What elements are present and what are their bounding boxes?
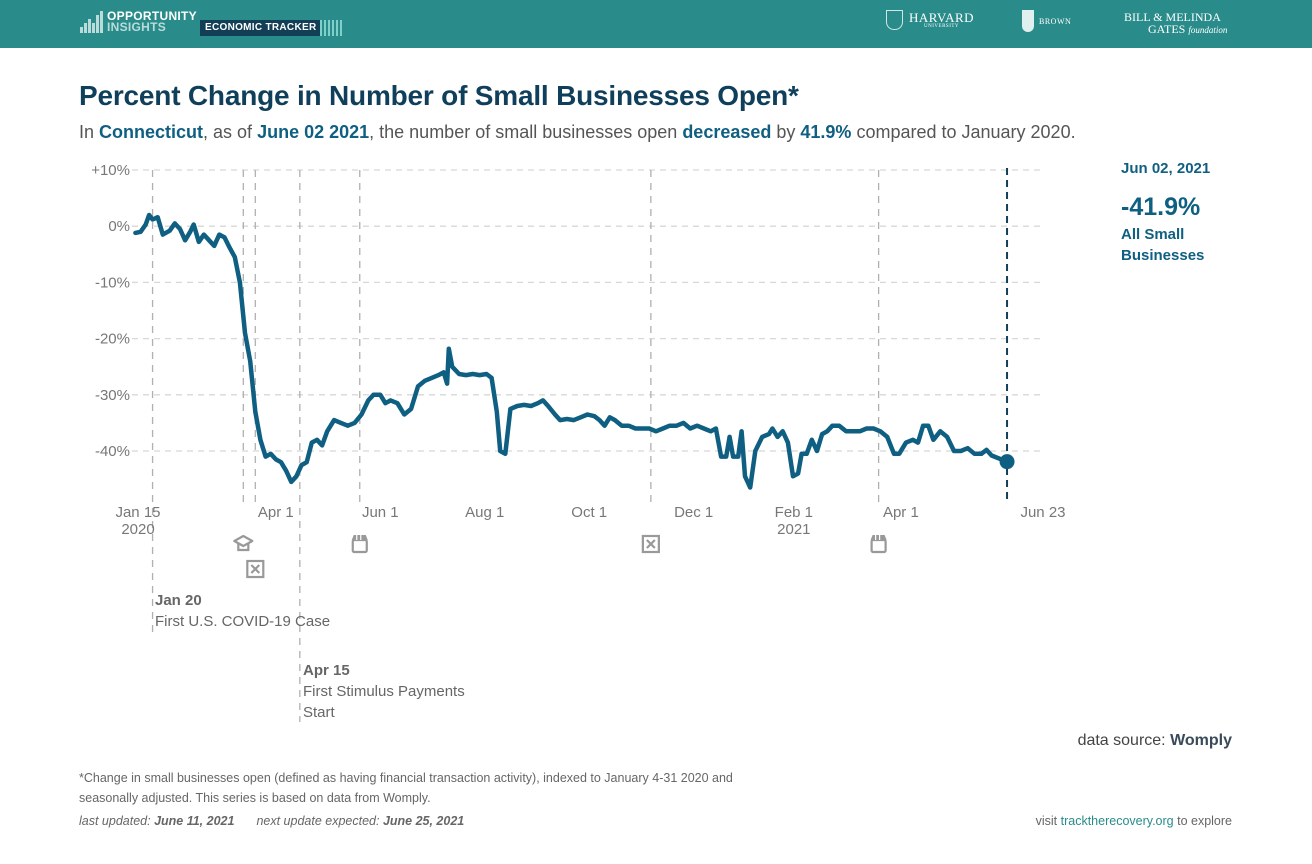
update-info: last updated: June 11, 2021 next update e… xyxy=(79,814,464,828)
reopening-store-icon xyxy=(351,535,368,554)
gates-foundation-word: foundation xyxy=(1188,25,1228,35)
current-value-callout: Jun 02, 2021 -41.9% All Small Businesses xyxy=(1121,160,1221,266)
change-direction: decreased xyxy=(682,122,772,142)
harvard-logo[interactable]: HARVARD UNIVERSITY xyxy=(886,10,974,30)
series-line-all-small-businesses xyxy=(133,212,1010,490)
subtitle-text: by xyxy=(771,122,801,142)
callout-value: -41.9% xyxy=(1121,193,1201,221)
economic-tracker-badge[interactable]: ECONOMIC TRACKER xyxy=(200,20,322,36)
callout-date: Jun 02, 2021 xyxy=(1121,160,1211,177)
logo-line-1: OPPORTUNITY xyxy=(107,9,197,23)
y-tick-label: -40% xyxy=(95,443,130,460)
top-bar: OPPORTUNITY INSIGHTS ECONOMIC TRACKER HA… xyxy=(0,0,1312,48)
box xyxy=(641,534,660,554)
awning xyxy=(870,535,887,540)
store-body xyxy=(870,538,887,554)
event-text: First U.S. COVID-19 Case xyxy=(155,613,331,630)
logo-line-2: INSIGHTS xyxy=(107,20,167,34)
policy-icons xyxy=(233,534,887,579)
x-tick-label: Apr 1 xyxy=(883,504,919,521)
reopening-store-icon xyxy=(870,535,887,554)
tracktherecovery-link[interactable]: tracktherecovery.org xyxy=(1060,814,1174,828)
grid xyxy=(132,169,1043,452)
y-axis: +10% 0% -10% -20% -30% -40% xyxy=(91,162,130,460)
opportunity-insights-logo[interactable]: OPPORTUNITY INSIGHTS xyxy=(80,9,197,34)
y-tick-label: -20% xyxy=(95,331,130,348)
subtitle-text: , the number of small businesses open xyxy=(369,122,683,142)
subtitle-text: , as of xyxy=(203,122,258,142)
y-tick-label: -30% xyxy=(95,387,130,404)
stay-at-home-icon xyxy=(641,534,660,554)
event-date: Jan 20 xyxy=(155,592,202,609)
school-closure-icon xyxy=(233,534,254,552)
data-source-name: Womply xyxy=(1170,732,1232,749)
x-tick-label: Feb 1 xyxy=(775,504,813,521)
footnote: *Change in small businesses open (define… xyxy=(79,771,733,805)
stay-at-home-icon xyxy=(246,559,265,579)
location-name[interactable]: Connecticut xyxy=(99,122,204,142)
cross xyxy=(646,539,656,549)
harvard-name: HARVARD xyxy=(909,10,975,25)
y-tick-label: -10% xyxy=(95,274,130,291)
x-tick-label: Oct 1 xyxy=(571,504,607,521)
brown-shield-icon xyxy=(1022,10,1034,32)
series xyxy=(133,212,1015,490)
x-tick-sublabel: 2020 xyxy=(121,521,154,538)
event-date: Apr 15 xyxy=(303,662,350,679)
subtitle-text: In xyxy=(79,122,100,142)
visit-link-line: visit tracktherecovery.org to explore xyxy=(1036,814,1232,828)
awning xyxy=(351,535,368,540)
brown-logo[interactable]: BROWN xyxy=(1022,10,1071,32)
y-tick-label: +10% xyxy=(91,162,130,179)
event-lines xyxy=(151,168,1009,722)
x-tick-label: Jan 15 xyxy=(115,504,160,521)
awning-stripes xyxy=(356,535,362,540)
x-tick-label: Jun 23 xyxy=(1020,504,1065,521)
change-amount: 41.9% xyxy=(800,122,852,142)
bars-logo-icon xyxy=(80,11,103,33)
as-of-date: June 02 2021 xyxy=(257,122,370,142)
tracker-stripes-decoration xyxy=(320,20,342,36)
next-update-date: June 25, 2021 xyxy=(382,814,465,828)
harvard-shield-icon xyxy=(886,10,903,30)
x-tick-label: Dec 1 xyxy=(674,504,713,521)
x-tick-sublabel: 2021 xyxy=(777,521,810,538)
callout-series-label: All Small Businesses xyxy=(1121,226,1205,264)
awning-stripes xyxy=(875,535,881,540)
cap-top xyxy=(233,534,254,548)
x-tick-label: Apr 1 xyxy=(258,504,294,521)
harvard-sub: UNIVERSITY xyxy=(924,24,960,29)
store-body xyxy=(351,538,368,554)
brown-name: BROWN xyxy=(1039,16,1072,26)
subtitle-text: compared to January 2020. xyxy=(851,122,1076,142)
y-tick-label: 0% xyxy=(108,218,130,235)
visit-suffix: to explore xyxy=(1173,814,1232,828)
current-value-dot xyxy=(999,454,1015,470)
last-updated-label: last updated: xyxy=(79,814,155,828)
box xyxy=(246,559,265,579)
event-annotation-first-case: Jan 20 First U.S. COVID-19 Case xyxy=(155,590,330,632)
cap-band xyxy=(237,544,250,552)
x-tick-label: Aug 1 xyxy=(465,504,504,521)
last-updated-date: June 11, 2021 xyxy=(154,814,235,828)
event-text: First Stimulus Payments Start xyxy=(303,683,465,721)
data-source-label: data source: xyxy=(1077,732,1171,749)
event-annotation-stimulus: Apr 15 First Stimulus Payments Start xyxy=(303,660,493,723)
cross xyxy=(250,564,261,574)
chart-title: Percent Change in Number of Small Busine… xyxy=(79,80,799,111)
gates-foundation-logo[interactable]: BILL & MELINDA GATES foundation xyxy=(1124,11,1227,36)
gates-line-2: GATES xyxy=(1148,22,1186,36)
chart-subtitle: In Connecticut, as of June 02 2021, the … xyxy=(79,122,1076,143)
x-tick-label: Jun 1 xyxy=(362,504,399,521)
data-source: data source: Womply xyxy=(1078,732,1232,750)
gates-line-1: BILL & MELINDA xyxy=(1124,10,1221,24)
visit-prefix: visit xyxy=(1035,814,1061,828)
next-update-label: next update expected: xyxy=(256,814,383,828)
